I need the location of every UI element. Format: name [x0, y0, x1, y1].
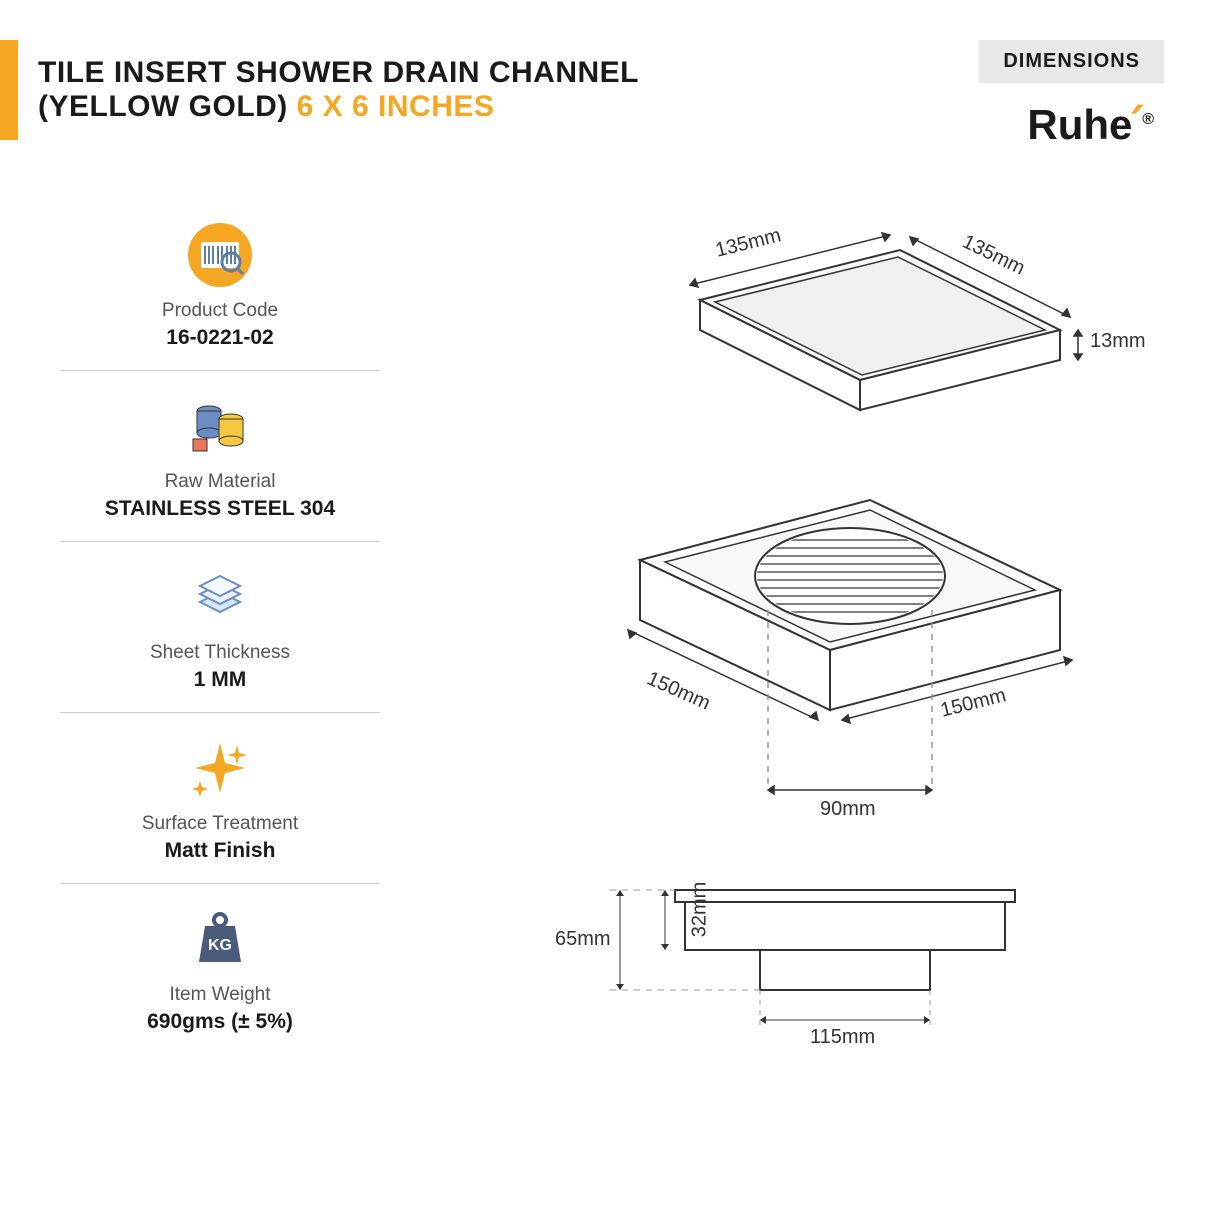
side-elevation-drawing: [610, 890, 1015, 1025]
dim-side-lip: 32mm: [688, 882, 711, 938]
spec-value: 690gms (± 5%): [147, 1010, 293, 1034]
dim-side-total: 65mm: [555, 928, 611, 951]
spec-value: Matt Finish: [165, 839, 276, 863]
spec-label: Item Weight: [169, 984, 270, 1006]
brand-dot-icon: ՛: [1132, 101, 1142, 148]
technical-diagram: 135mm 135mm 13mm 150mm 150mm 90mm 65mm 3…: [500, 230, 1140, 1130]
header: TILE INSERT SHOWER DRAIN CHANNEL (YELLOW…: [0, 40, 659, 140]
brand-text: Ruhe: [1027, 101, 1132, 148]
registered-icon: ®: [1142, 111, 1154, 128]
base-frame-drawing: [640, 500, 1060, 710]
title-line1: TILE INSERT SHOWER DRAIN CHANNEL: [38, 56, 639, 90]
title-size: 6 X 6 INCHES: [297, 90, 495, 123]
spec-surface-treatment: Surface Treatment Matt Finish: [60, 713, 380, 884]
spec-sheet-thickness: Sheet Thickness 1 MM: [60, 542, 380, 713]
spec-product-code: Product Code 16-0221-02: [60, 200, 380, 371]
spec-label: Raw Material: [165, 471, 276, 493]
barcode-icon: [185, 220, 255, 290]
spec-label: Surface Treatment: [142, 813, 298, 835]
sparkle-icon: [185, 733, 255, 803]
dim-top-h: 13mm: [1090, 330, 1146, 353]
spec-value: STAINLESS STEEL 304: [105, 497, 335, 521]
spec-value: 16-0221-02: [166, 326, 273, 350]
dim-drain-dia: 90mm: [820, 798, 876, 821]
barrels-icon: [185, 391, 255, 461]
spec-label: Sheet Thickness: [150, 642, 290, 664]
title-line2: (YELLOW GOLD) 6 X 6 INCHES: [38, 90, 639, 124]
sheets-icon: [185, 562, 255, 632]
svg-text:KG: KG: [208, 937, 232, 954]
dim-outlet-w: 115mm: [810, 1026, 875, 1049]
accent-tab: [0, 40, 18, 140]
brand-logo: Ruhe՛®: [1027, 100, 1154, 149]
spec-raw-material: Raw Material STAINLESS STEEL 304: [60, 371, 380, 542]
specs-list: Product Code 16-0221-02 Raw Material STA…: [60, 200, 380, 1054]
spec-value: 1 MM: [194, 668, 247, 692]
spec-item-weight: KG Item Weight 690gms (± 5%): [60, 884, 380, 1054]
dimensions-tag: DIMENSIONS: [979, 40, 1164, 83]
title-prefix: (YELLOW GOLD): [38, 90, 297, 123]
weight-icon: KG: [185, 904, 255, 974]
title-box: TILE INSERT SHOWER DRAIN CHANNEL (YELLOW…: [18, 56, 659, 124]
spec-label: Product Code: [162, 300, 278, 322]
